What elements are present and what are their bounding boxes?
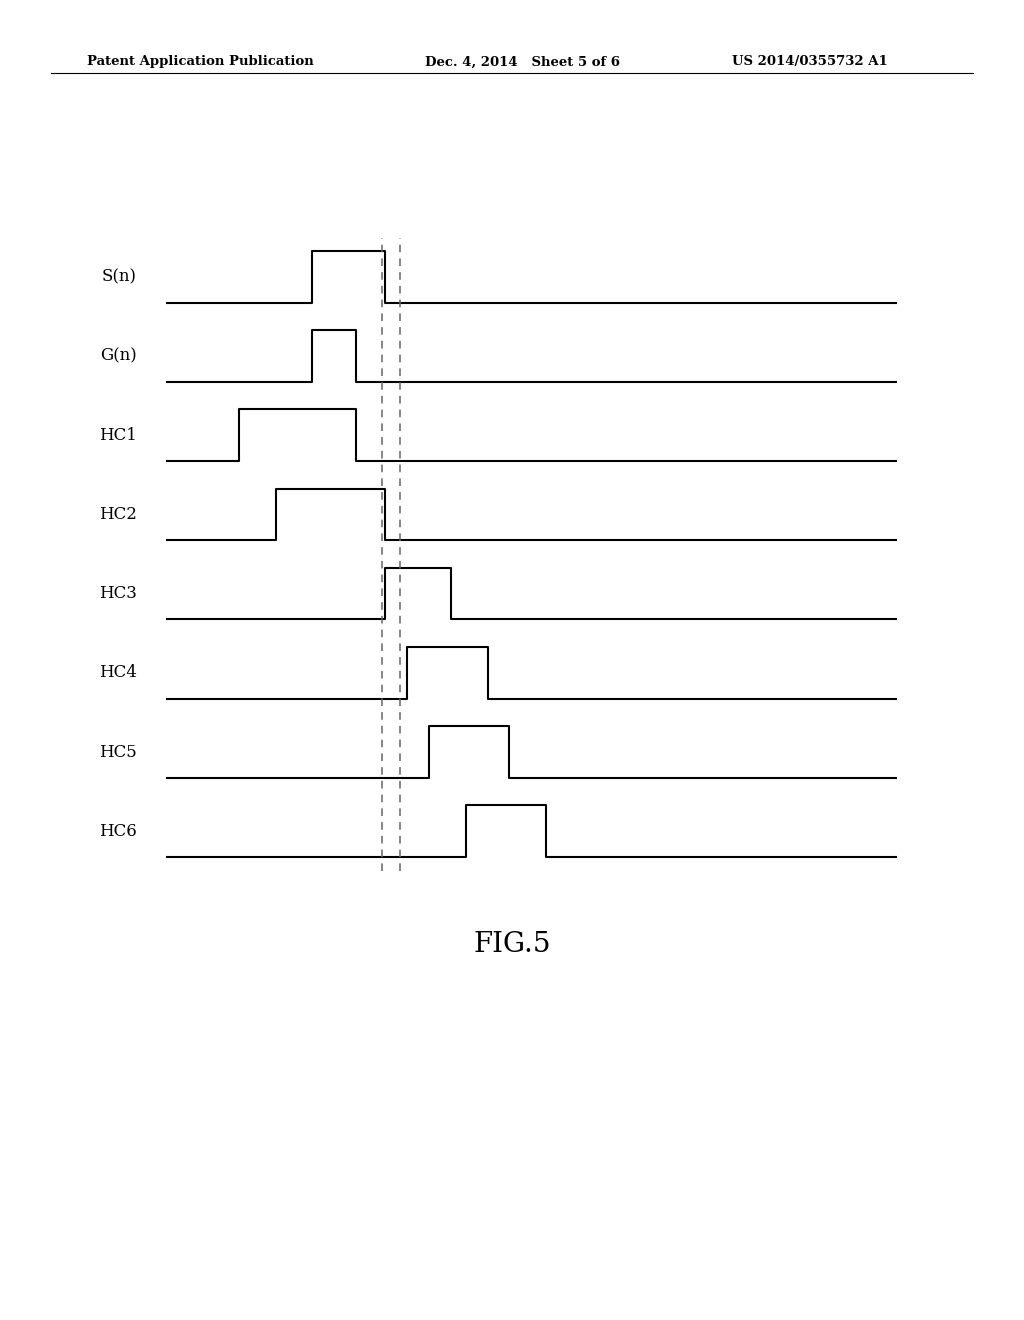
- Text: HC3: HC3: [99, 585, 137, 602]
- Text: G(n): G(n): [100, 347, 137, 364]
- Text: HC1: HC1: [99, 426, 137, 444]
- Text: Patent Application Publication: Patent Application Publication: [87, 55, 313, 69]
- Text: Dec. 4, 2014   Sheet 5 of 6: Dec. 4, 2014 Sheet 5 of 6: [425, 55, 620, 69]
- Text: S(n): S(n): [101, 268, 137, 285]
- Text: FIG.5: FIG.5: [473, 931, 551, 957]
- Text: HC5: HC5: [99, 743, 137, 760]
- Text: US 2014/0355732 A1: US 2014/0355732 A1: [732, 55, 888, 69]
- Text: HC2: HC2: [99, 506, 137, 523]
- Text: HC6: HC6: [99, 822, 137, 840]
- Text: HC4: HC4: [99, 664, 137, 681]
